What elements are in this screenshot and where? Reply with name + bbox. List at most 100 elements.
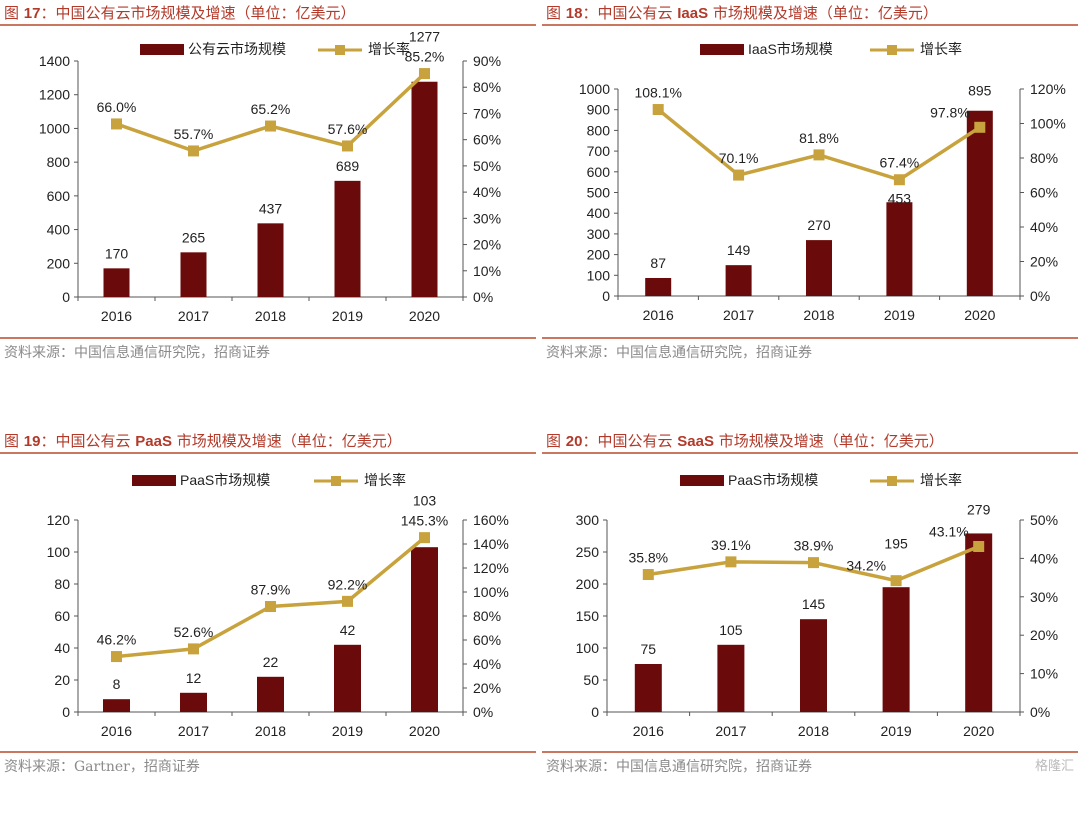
- y-tick-label: 120: [47, 512, 71, 528]
- title-rule: [0, 24, 536, 26]
- x-tick-label: 2019: [332, 308, 363, 324]
- y2-tick-label: 60%: [1030, 185, 1058, 201]
- line-data-label: 52.6%: [174, 624, 214, 640]
- source-rule: [0, 337, 536, 339]
- bar: [806, 240, 832, 296]
- source-note: 资料来源：中国信息通信研究院，招商证券: [4, 345, 270, 361]
- line-data-label: 57.6%: [328, 121, 368, 137]
- bar-data-label: 1277: [409, 29, 440, 45]
- line-data-label: 55.7%: [174, 126, 214, 142]
- x-tick-label: 2018: [255, 723, 286, 739]
- x-tick-label: 2017: [178, 723, 209, 739]
- growth-marker: [890, 575, 902, 587]
- combo-chart: 公有云市场规模 增长率 0 200 400 600 800 1000 1200 1400 0% 10%…: [39, 29, 501, 324]
- legend-bar-swatch: [680, 475, 724, 486]
- line-data-label: 67.4%: [880, 155, 920, 171]
- y-tick-label: 150: [576, 608, 600, 624]
- y2-tick-label: 60%: [473, 632, 501, 648]
- legend-bar-label: PaaS市场规模: [728, 472, 818, 488]
- growth-marker: [893, 174, 905, 186]
- y2-tick-label: 120%: [473, 560, 509, 576]
- y-tick-label: 700: [587, 143, 611, 159]
- growth-marker: [813, 149, 825, 161]
- line-data-label: 46.2%: [97, 632, 137, 648]
- bar-data-label: 75: [641, 641, 657, 657]
- y-tick-label: 600: [47, 188, 71, 204]
- line-data-label: 81.8%: [799, 130, 839, 146]
- y2-tick-label: 0%: [473, 289, 493, 305]
- source-rule: [0, 751, 536, 753]
- combo-chart: PaaS市场规模 增长率 0 20 40 60 80 100 120 0% 20% 40% 60% 80%…: [47, 472, 509, 739]
- growth-marker: [342, 595, 353, 607]
- y2-tick-label: 50%: [1030, 512, 1058, 528]
- title-rule: [542, 24, 1078, 26]
- x-tick-label: 2020: [409, 723, 440, 739]
- y2-tick-label: 20%: [1030, 627, 1058, 643]
- combo-chart: PaaS市场规模 增长率 0 50 100 150 200 250 300 0% 10% 20% 30%…: [576, 472, 1058, 739]
- figure-title: 图 18：中国公有云 IaaS 市场规模及增速（单位：亿美元）: [546, 4, 938, 22]
- x-tick-label: 2020: [963, 723, 994, 739]
- source-note: 资料来源：中国信息通信研究院，招商证券: [546, 759, 812, 775]
- line-data-label: 145.3%: [401, 513, 448, 529]
- y-tick-label: 800: [587, 122, 611, 138]
- x-tick-label: 2016: [101, 723, 132, 739]
- bar: [645, 277, 672, 296]
- bar: [965, 533, 993, 712]
- x-tick-label: 2019: [881, 723, 912, 739]
- legend-line-label: 增长率: [368, 41, 410, 57]
- y-tick-label: 300: [576, 512, 600, 528]
- x-tick-label: 2019: [884, 307, 915, 323]
- growth-marker: [188, 643, 199, 655]
- y-tick-label: 300: [587, 226, 611, 242]
- y-tick-label: 0: [602, 288, 610, 304]
- bar-data-label: 8: [113, 676, 121, 692]
- y-tick-label: 60: [54, 608, 70, 624]
- x-tick-label: 2016: [101, 308, 132, 324]
- bar-data-label: 270: [807, 217, 831, 233]
- bar: [717, 644, 745, 712]
- y2-tick-label: 100%: [1030, 116, 1066, 132]
- line-data-label: 43.1%: [929, 523, 969, 539]
- y2-tick-label: 40%: [473, 184, 501, 200]
- y2-tick-label: 20%: [1030, 254, 1058, 270]
- y2-tick-label: 140%: [473, 536, 509, 552]
- bar: [180, 252, 207, 297]
- combo-chart: IaaS市场规模 增长率 0 100 200 300 400 500 600 700 800 900 1…: [579, 41, 1066, 323]
- y-tick-label: 1400: [39, 53, 70, 69]
- bar: [411, 81, 438, 297]
- figure-title: 图 19：中国公有云 PaaS 市场规模及增速（单位：亿美元）: [4, 432, 402, 450]
- y-tick-label: 0: [591, 704, 599, 720]
- bar-data-label: 689: [336, 158, 360, 174]
- x-tick-label: 2017: [723, 307, 754, 323]
- line-data-label: 35.8%: [628, 550, 668, 566]
- bar: [180, 692, 207, 712]
- growth-marker: [974, 121, 986, 133]
- y-tick-label: 100: [587, 267, 611, 283]
- legend-line-label: 增长率: [364, 472, 406, 488]
- y2-tick-label: 80%: [1030, 150, 1058, 166]
- bar: [103, 699, 130, 712]
- source-rule: [542, 751, 1078, 753]
- line-data-label: 92.2%: [328, 576, 368, 592]
- y2-tick-label: 90%: [473, 53, 501, 69]
- y2-tick-label: 100%: [473, 584, 509, 600]
- y-tick-label: 20: [54, 672, 70, 688]
- y-tick-label: 1200: [39, 87, 70, 103]
- chart-panel: 图 19：中国公有云 PaaS 市场规模及增速（单位：亿美元） PaaS市场规模…: [0, 428, 540, 818]
- x-tick-label: 2016: [643, 307, 674, 323]
- title-rule: [0, 452, 536, 454]
- line-data-label: 34.2%: [846, 558, 886, 574]
- line-data-label: 97.8%: [930, 104, 970, 120]
- x-tick-label: 2016: [633, 723, 664, 739]
- growth-marker: [342, 140, 353, 152]
- source-note: 资料来源：Gartner，招商证券: [4, 759, 200, 775]
- bar: [634, 664, 662, 712]
- bar: [800, 619, 827, 712]
- y-tick-label: 200: [47, 255, 71, 271]
- growth-marker: [733, 169, 745, 181]
- bar: [882, 587, 910, 712]
- y-tick-label: 0: [62, 704, 70, 720]
- legend-line-marker: [887, 476, 897, 486]
- line-data-label: 38.9%: [794, 538, 834, 554]
- legend-bar-swatch: [132, 475, 176, 486]
